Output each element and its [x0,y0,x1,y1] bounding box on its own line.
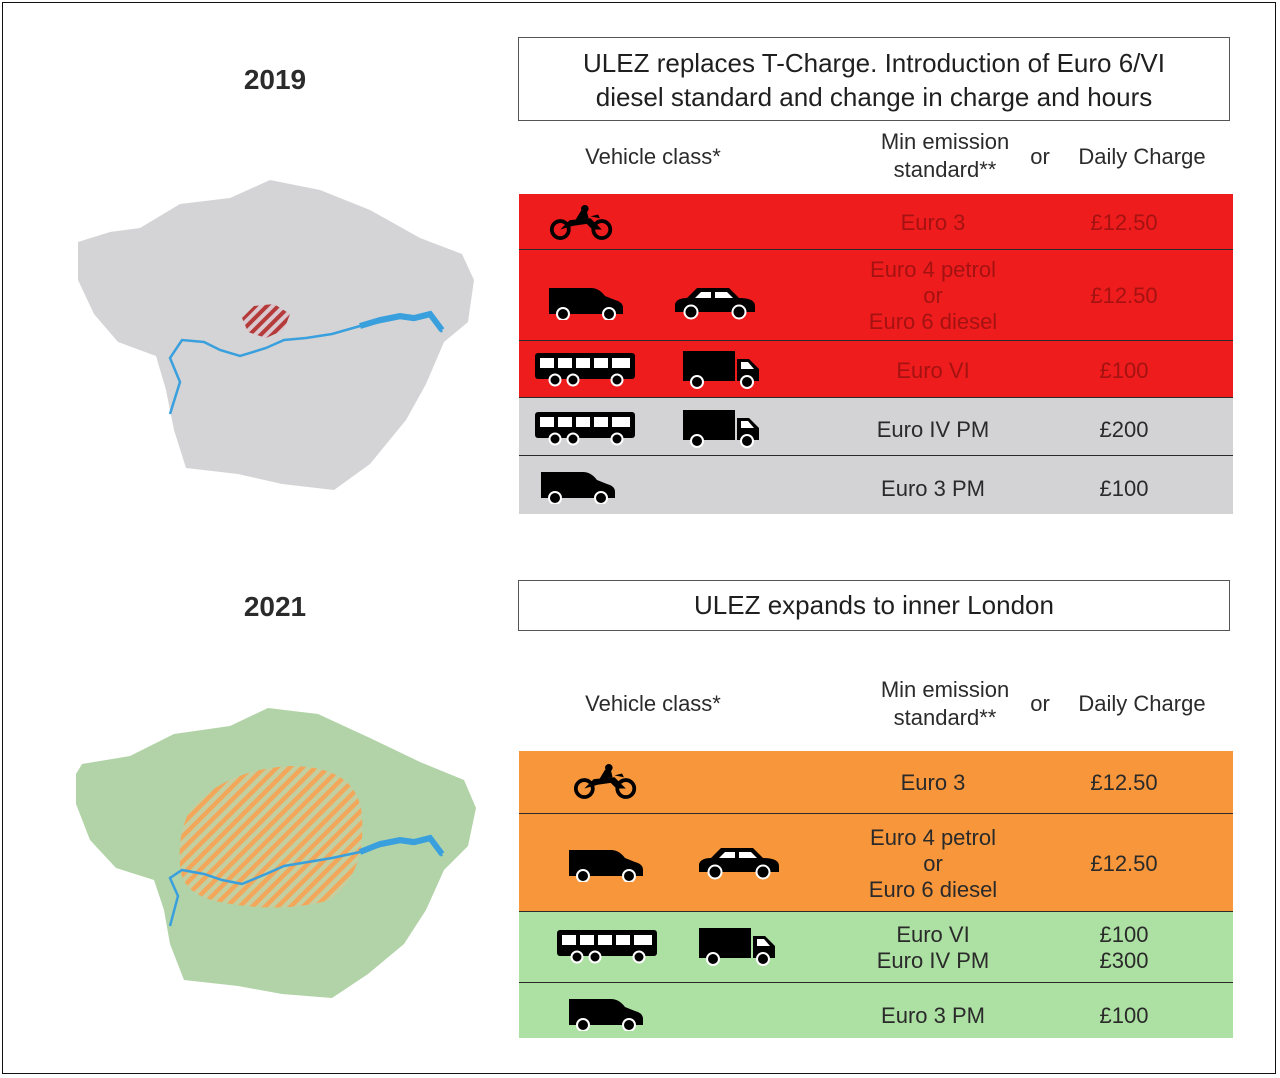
heading-line-1: ULEZ replaces T-Charge. Introduction of … [583,48,1165,78]
col-header-vehicle: Vehicle class* [585,144,721,169]
daily-charge-cell: £200 [1099,417,1149,442]
row-divider [519,340,1233,341]
daily-charge-cell: £100 [1099,476,1149,501]
row-divider [519,455,1233,456]
row-divider [519,249,1233,250]
min-standard-cell: Euro 3 PM [881,1003,985,1028]
london-map-2021 [76,708,476,998]
col-header-min-line-2: standard** [893,705,997,730]
col-header-min-line-2: standard** [893,157,997,182]
charge-line: £100 [1099,922,1149,947]
min-standard-cell: Euro IV PM [876,417,990,442]
standard-line: Euro VI [896,922,970,947]
min-standard-cell: Euro VI Euro IV PM [808,922,1058,974]
motorcycle-icon [573,763,639,799]
london-map-2019 [78,180,474,490]
table-row: Euro IV PM £200 [519,398,1233,456]
daily-charge-cell: £100 [1099,358,1149,383]
min-standard-cell: Euro 4 petrol or Euro 6 diesel [808,257,1058,335]
standard-line: Euro IV PM [876,948,990,973]
daily-charge-cell: £12.50 [1090,283,1158,308]
car-icon [697,844,781,880]
van-icon [547,284,625,320]
heading-line-2: diesel standard and change in charge and… [595,82,1153,112]
col-header-min-line-1: Min emission [880,129,1010,154]
daily-charge-cell: £12.50 [1090,851,1158,876]
standard-line: Euro 6 diesel [868,877,998,902]
thames-estuary-line [358,834,445,856]
year-label-2019: 2019 [243,64,307,95]
heading-line-1: ULEZ expands to inner London [694,590,1054,620]
min-standard-cell: Euro 3 [900,770,966,795]
standard-line: or [923,283,943,308]
lorry-icon [697,926,777,966]
min-standard-cell: Euro 3 PM [881,476,985,501]
min-standard-cell: Euro 4 petrol or Euro 6 diesel [808,825,1058,903]
standard-line: or [923,851,943,876]
thames-estuary-line [359,310,445,332]
table-row: Euro 3 £12.50 [519,194,1233,250]
charge-line: £300 [1099,948,1149,973]
table-row: Euro 4 petrol or Euro 6 diesel £12.50 [519,250,1233,341]
table-row: Euro 3 £12.50 [519,751,1233,814]
standard-line: Euro 4 petrol [870,257,996,282]
table-row: Euro 3 PM £100 [519,983,1233,1038]
van-icon [567,846,645,882]
bus-icon [533,410,637,446]
standard-line: Euro 4 petrol [870,825,996,850]
min-standard-cell: Euro VI [896,358,970,383]
row-divider [519,397,1233,398]
row-divider [519,911,1233,912]
ulez-zone-2019 [242,304,290,338]
col-header-or: or [1030,144,1050,169]
lorry-icon [681,408,761,448]
col-header-vehicle: Vehicle class* [585,691,721,716]
col-header-min-emission: Min emission standard** [850,128,1040,184]
car-icon [673,284,757,320]
col-header-daily-charge: Daily Charge [1078,144,1206,169]
table-row: Euro 4 petrol or Euro 6 diesel £12.50 [519,814,1233,912]
daily-charge-cell: £12.50 [1090,210,1158,235]
min-standard-cell: Euro 3 [900,210,966,235]
van-icon [567,995,645,1031]
daily-charge-cell: £100 £300 [1040,922,1208,974]
heading-box-2019: ULEZ replaces T-Charge. Introduction of … [518,37,1230,121]
motorcycle-icon [549,204,615,240]
col-header-daily-charge: Daily Charge [1078,691,1206,716]
daily-charge-cell: £12.50 [1090,770,1158,795]
table-row: Euro VI £100 [519,341,1233,398]
van-icon [539,468,617,504]
daily-charge-cell: £100 [1099,1003,1149,1028]
table-row: Euro 3 PM £100 [519,456,1233,514]
col-header-min-line-1: Min emission [880,677,1010,702]
row-divider [519,982,1233,983]
lorry-icon [681,349,761,389]
table-row: Euro VI Euro IV PM £100 £300 [519,912,1233,983]
bus-icon [555,928,659,964]
bus-icon [533,351,637,387]
ulez-zone-2021 [179,766,363,908]
heading-box-2021: ULEZ expands to inner London [518,580,1230,631]
year-label-2021: 2021 [243,591,307,622]
standard-line: Euro 6 diesel [868,309,998,334]
row-divider [519,813,1233,814]
col-header-or: or [1030,691,1050,716]
greater-london-shape [78,180,474,490]
col-header-min-emission: Min emission standard** [850,676,1040,732]
